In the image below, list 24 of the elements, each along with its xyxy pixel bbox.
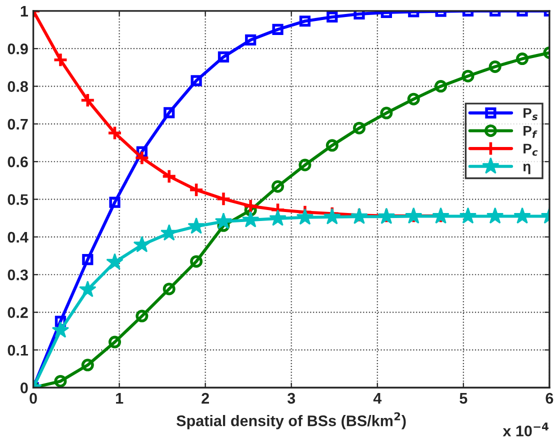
x-tick-label: 3: [287, 392, 296, 404]
x-tick-label: 5: [460, 393, 468, 404]
legend-label: η: [523, 164, 530, 174]
y-tick-label: 0.8: [8, 81, 28, 92]
y-tick-label: 0.5: [8, 194, 28, 205]
y-tick-label: 0.1: [8, 344, 28, 356]
x-tick-label: 0: [30, 392, 37, 404]
y-tick-label: 0.4: [8, 232, 28, 243]
y-tick-label: 0.7: [8, 118, 28, 130]
legend-label: P$_{c}$: [524, 144, 538, 156]
y-tick-label: 0: [20, 382, 28, 394]
legend-label: P$_{f}$: [524, 126, 538, 138]
x-axis-title: Spatial density of BSs (BS/km$^{2}$): [176, 412, 406, 430]
y-tick-label: 0.9: [8, 43, 28, 54]
text: x 10$^{−4}$: [502, 422, 548, 436]
y-tick-label: 0.6: [8, 156, 28, 168]
y-tick-label: 1: [20, 6, 28, 16]
y-tick-label: 0.3: [8, 269, 28, 280]
x-tick-label: 1: [116, 393, 124, 404]
legend-label: P$_{s}$: [524, 108, 538, 120]
x-tick-label: 2: [202, 392, 209, 404]
y-tick-label: 0.2: [8, 307, 28, 318]
x-tick-label: 6: [546, 392, 554, 404]
x-tick-label: 4: [373, 393, 382, 404]
